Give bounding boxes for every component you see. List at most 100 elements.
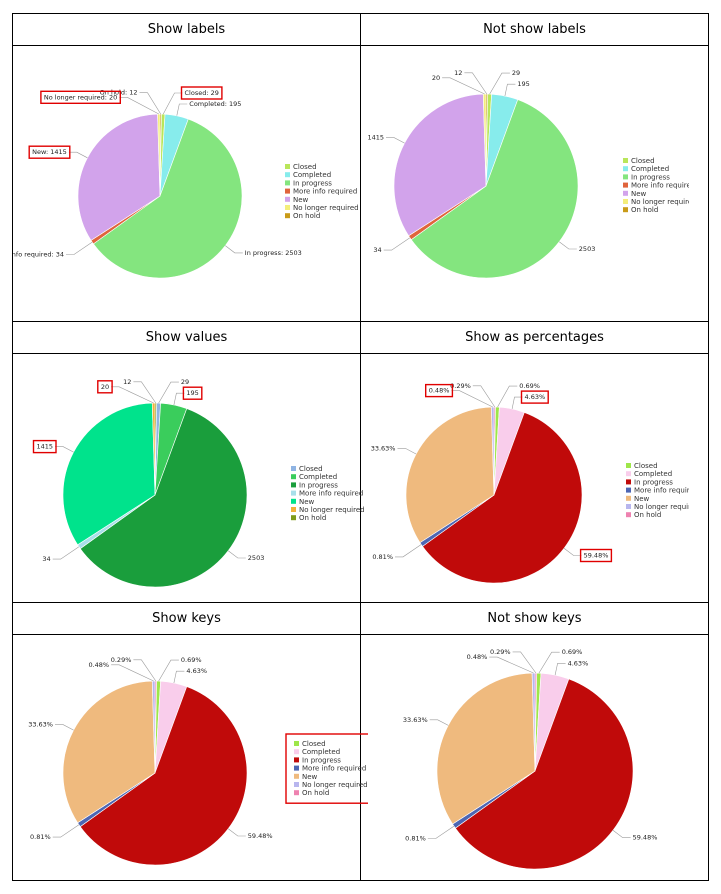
highlight-box-completed [182,386,203,400]
legend-label-in-progress: In progress [302,757,341,765]
legend-swatch-in-progress [626,479,631,485]
legend-label-more-info-required: More info required [302,765,366,773]
pie-slice-in-progress [454,679,634,870]
pie-slice-new [62,681,156,824]
legend-label-no-longer-required: No longer required [293,204,359,212]
legend-swatch-on-hold [626,511,631,517]
legend-swatch-more-info-required [623,182,628,188]
legend-label-more-info-required: More info required [634,486,689,494]
leader-line-closed [497,385,518,407]
slice-label-more-info-required: nfo required: 34 [13,251,64,259]
leader-line-new [429,719,449,727]
slice-label-on-hold: On hold: 12 [100,89,138,97]
slice-label-closed: Closed: 29 [185,89,219,97]
leader-line-no-longer-required [489,657,534,674]
leader-line-in-progress [559,241,577,250]
panel-heading-show-keys: Show keys [12,602,361,636]
slice-label-more-info-required: 34 [42,555,50,563]
leader-line-completed [176,103,188,116]
legend-swatch-closed [294,741,299,747]
pie-slice-new [77,113,161,241]
highlight-box-in-progress [579,548,613,562]
slice-label-no-longer-required: 20 [432,74,440,82]
slice-label-completed: 4.63% [568,660,589,668]
legend-label-on-hold: On hold [631,206,658,214]
pie-slice-new [62,402,156,545]
leader-line-no-longer-required [111,386,154,404]
legend-swatch-new [623,190,628,196]
pie-slice-new [393,93,487,237]
legend-label-in-progress: In progress [293,179,332,187]
slice-label-new: 1415 [36,442,53,450]
legend-swatch-on-hold [291,514,296,520]
slice-label-no-longer-required: 20 [101,383,109,391]
legend-swatch-more-info-required [285,188,290,194]
legend-swatch-more-info-required [291,490,296,496]
pie-slices [436,673,634,870]
leader-line-on-hold [472,385,496,407]
slice-label-more-info-required: 34 [373,246,381,254]
legend-label-more-info-required: More info required [299,489,363,497]
legend-label-closed: Closed [293,163,317,171]
legend-swatch-no-longer-required [294,782,299,788]
slice-label-completed: Completed: 195 [189,100,241,108]
legend-label-new: New [631,190,647,198]
legend-swatch-closed [291,465,296,471]
pie-slice-in-progress [92,118,243,279]
legend-label-new: New [634,495,650,503]
legend-label-closed: Closed [299,465,323,473]
leader-line-in-progress [225,245,243,254]
legend-label-new: New [293,196,309,204]
legend-swatch-on-hold [294,790,299,796]
leader-line-closed [489,72,510,95]
legend-swatch-completed [623,166,628,172]
leader-line-in-progress [612,830,631,839]
slice-labels: 0.29% 0.69% 4.63% 59.48% 0.81% 33.63% 0.48% [403,648,657,843]
legend-swatch-more-info-required [626,487,631,493]
legend-label-closed: Closed [302,740,326,748]
legend-swatch-new [294,774,299,780]
pie-chart-show-keys: 0.29% 0.69% 4.63% 59.48% 0.81% 33.63% 0.48% Clo… [28,656,368,866]
slice-label-in-progress: 2503 [579,245,596,253]
pie-chart-not-show-keys: 0.29% 0.69% 4.63% 59.48% 0.81% 33.63% 0.48% [403,648,657,870]
leader-line-more-info-required [395,544,422,557]
pie-chart-show-labels: On hold: 12 Closed: 29 Completed: 195 In pr… [13,86,359,279]
slice-labels: 0.29% 0.69% 4.63% 59.48% 0.81% 33.63% 0.48% [371,382,613,562]
legend-label-on-hold: On hold [299,514,326,522]
legend-swatch-new [291,498,296,504]
highlight-box-new [32,439,57,454]
slice-labels: 12 29 195 2503 34 1415 20 [32,378,264,563]
leader-line-closed [538,652,560,674]
legend-swatch-in-progress [291,482,296,488]
slice-label-no-longer-required: 0.48% [88,661,109,669]
leader-line-new [55,446,74,453]
leader-line-completed [504,83,516,97]
pie-slices [393,93,579,279]
highlight-box-closed [180,86,223,100]
legend-swatch-in-progress [285,180,290,186]
legend-swatch-no-longer-required [291,506,296,512]
slice-label-completed: 4.63% [186,668,207,676]
slice-label-in-progress: 59.48% [584,551,609,559]
legend-swatch-no-longer-required [623,199,628,205]
slice-label-new: 33.63% [28,721,53,729]
slice-label-on-hold: 0.29% [450,382,471,390]
panel-show-values: 12 29 195 2503 34 1415 20 Closed Completed In pro… [12,352,365,604]
slice-labels: 12 29 195 2503 34 1415 20 [367,69,595,254]
slice-label-completed: 195 [517,80,529,88]
leader-line-more-info-required [383,237,411,251]
slice-label-completed: 4.63% [525,393,546,401]
slice-label-on-hold: 12 [123,378,131,386]
pie-slices [62,681,248,866]
slice-label-more-info-required: 0.81% [405,835,426,843]
legend-label-completed: Completed [634,470,672,478]
legend-label-completed: Completed [631,165,669,173]
panel-heading-show-labels: Show labels [12,12,361,47]
slice-label-completed: 195 [186,389,198,397]
legend-swatch-completed [294,749,299,755]
leader-line-no-longer-required [119,97,159,115]
highlight-box-no-longer-required [97,379,113,394]
leader-line-completed [173,671,185,684]
